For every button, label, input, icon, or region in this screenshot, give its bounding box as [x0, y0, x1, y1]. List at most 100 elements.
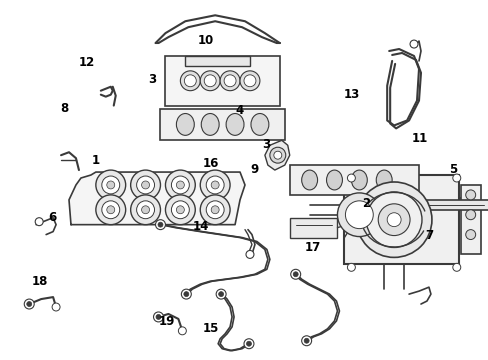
Circle shape [346, 174, 355, 182]
Circle shape [106, 181, 115, 189]
Circle shape [465, 210, 475, 220]
Circle shape [346, 264, 355, 271]
Text: 9: 9 [249, 163, 258, 176]
Circle shape [240, 71, 260, 91]
Circle shape [130, 170, 160, 200]
FancyBboxPatch shape [460, 185, 480, 255]
Text: 16: 16 [202, 157, 218, 170]
Text: 10: 10 [197, 34, 213, 47]
FancyBboxPatch shape [165, 56, 279, 105]
Circle shape [273, 151, 281, 159]
Text: 6: 6 [48, 211, 57, 224]
Text: 19: 19 [158, 315, 175, 328]
Circle shape [218, 292, 223, 297]
Circle shape [211, 181, 219, 189]
Circle shape [102, 176, 120, 194]
Circle shape [165, 170, 195, 200]
Text: 3: 3 [148, 73, 156, 86]
Text: 18: 18 [32, 275, 48, 288]
Text: 5: 5 [448, 163, 457, 176]
Circle shape [102, 201, 120, 219]
FancyBboxPatch shape [160, 109, 284, 140]
Circle shape [465, 230, 475, 239]
Circle shape [171, 201, 189, 219]
Circle shape [96, 170, 125, 200]
Circle shape [301, 336, 311, 346]
Circle shape [136, 176, 154, 194]
Circle shape [184, 75, 196, 87]
Circle shape [244, 339, 253, 349]
FancyBboxPatch shape [289, 218, 337, 238]
FancyBboxPatch shape [289, 165, 418, 195]
Circle shape [206, 176, 224, 194]
Text: 12: 12 [78, 55, 94, 69]
Text: 8: 8 [61, 102, 69, 115]
Circle shape [200, 71, 220, 91]
Circle shape [24, 299, 34, 309]
FancyBboxPatch shape [344, 175, 458, 264]
Circle shape [178, 327, 186, 335]
Circle shape [176, 181, 184, 189]
Circle shape [211, 206, 219, 214]
Circle shape [142, 206, 149, 214]
Circle shape [183, 292, 188, 297]
Ellipse shape [326, 170, 342, 190]
Text: 7: 7 [425, 229, 432, 242]
Circle shape [220, 71, 240, 91]
FancyBboxPatch shape [408, 200, 488, 210]
Text: 17: 17 [304, 241, 320, 255]
Circle shape [293, 272, 298, 277]
Polygon shape [69, 172, 244, 225]
Circle shape [153, 312, 163, 322]
Circle shape [304, 338, 308, 343]
Circle shape [106, 206, 115, 214]
Circle shape [290, 269, 300, 279]
Text: 15: 15 [202, 322, 218, 335]
Circle shape [171, 176, 189, 194]
Circle shape [158, 222, 163, 227]
Circle shape [96, 195, 125, 225]
Circle shape [452, 264, 460, 271]
Text: 2: 2 [361, 197, 369, 210]
Circle shape [52, 303, 60, 311]
Text: 4: 4 [235, 104, 243, 117]
Polygon shape [264, 140, 289, 170]
Circle shape [27, 302, 32, 306]
Circle shape [180, 71, 200, 91]
Circle shape [345, 201, 372, 229]
Ellipse shape [351, 170, 366, 190]
Circle shape [181, 289, 191, 299]
Ellipse shape [201, 113, 219, 135]
Circle shape [245, 251, 253, 258]
Circle shape [204, 75, 216, 87]
Ellipse shape [301, 170, 317, 190]
Circle shape [200, 170, 230, 200]
Text: 11: 11 [410, 132, 427, 145]
Text: 14: 14 [192, 220, 208, 233]
Circle shape [224, 75, 236, 87]
Circle shape [269, 147, 285, 163]
Circle shape [142, 181, 149, 189]
Circle shape [206, 201, 224, 219]
Text: 13: 13 [343, 88, 359, 101]
Circle shape [386, 213, 400, 227]
Circle shape [35, 218, 43, 226]
Circle shape [337, 193, 381, 237]
Circle shape [200, 195, 230, 225]
Circle shape [246, 341, 251, 346]
Circle shape [155, 220, 165, 230]
Text: 1: 1 [92, 154, 100, 167]
Circle shape [452, 174, 460, 182]
Ellipse shape [375, 170, 391, 190]
Circle shape [156, 314, 161, 319]
Circle shape [409, 40, 417, 48]
Circle shape [356, 182, 431, 257]
Circle shape [377, 204, 409, 235]
Text: 3: 3 [262, 138, 270, 151]
Ellipse shape [176, 113, 194, 135]
Circle shape [165, 195, 195, 225]
Circle shape [130, 195, 160, 225]
Circle shape [136, 201, 154, 219]
FancyBboxPatch shape [185, 56, 249, 66]
Ellipse shape [250, 113, 268, 135]
